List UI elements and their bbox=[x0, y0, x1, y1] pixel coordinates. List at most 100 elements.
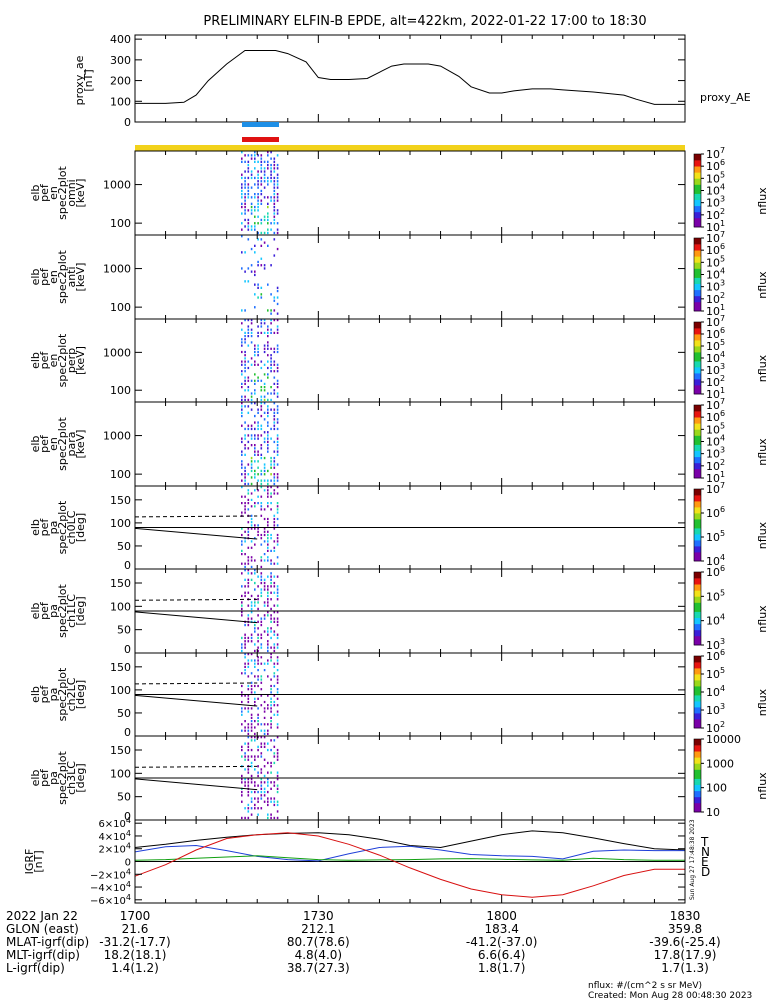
spec_omni-colorbar-segment bbox=[694, 214, 701, 219]
pa_ch0-colorbar-tick-label: 105 bbox=[706, 529, 725, 544]
pa_ch3-heat-cell bbox=[257, 797, 259, 800]
spec_perp-heat-cell bbox=[270, 354, 272, 357]
pa_ch1-heat-cell bbox=[254, 604, 256, 607]
pa_ch1-colorbar-segment bbox=[694, 590, 701, 594]
pa_ch0-heat-cell bbox=[241, 549, 243, 552]
spec_omni-heat-cell bbox=[273, 231, 276, 235]
spec_omni-colorbar-tick-label: 102 bbox=[706, 207, 725, 222]
pa_ch3-heat-cell bbox=[257, 745, 259, 748]
pa_ch3-heat-cell bbox=[273, 784, 276, 787]
pa_ch3-heat-cell bbox=[270, 778, 272, 781]
pa_ch0-heat-cell bbox=[257, 533, 259, 537]
spec_perp-colorbar-segment bbox=[694, 349, 701, 353]
spec_perp-heat-cell bbox=[244, 350, 246, 354]
spec_perp-heat-cell bbox=[263, 347, 266, 350]
pa_ch0-colorbar-segment bbox=[694, 558, 701, 562]
pa_ch3-heat-cell bbox=[273, 797, 276, 800]
spec_para-heat-cell bbox=[241, 473, 243, 476]
spec_para-heat-cell bbox=[267, 444, 269, 447]
pa_ch0-colorbar-segment bbox=[694, 531, 701, 535]
spec_perp-heat-cell bbox=[257, 354, 259, 357]
pa_ch1-heat-cell bbox=[273, 585, 276, 588]
spec_perp-heat-cell bbox=[247, 319, 250, 322]
spec_omni-heat-cell bbox=[273, 163, 276, 167]
pa_ch2-heat-cell bbox=[267, 704, 269, 707]
pa_ch1-heat-cell bbox=[247, 604, 250, 607]
spec_perp-heat-cell bbox=[241, 341, 243, 344]
pa_ch3-heat-cell bbox=[257, 761, 259, 765]
spec_para-colorbar-tick-label: 103 bbox=[706, 446, 725, 461]
igrf-ytick-label: −4×104 bbox=[90, 880, 131, 894]
spec_anti-colorbar-tick-label: 101 bbox=[706, 303, 725, 318]
pa_ch1-heat-cell bbox=[260, 633, 263, 636]
pa_ch1-heat-cell bbox=[267, 594, 269, 598]
spec_para-heat-cell bbox=[241, 411, 243, 414]
pa_ch2-colorbar-segment bbox=[694, 668, 701, 672]
spec_omni-colorbar-segment bbox=[694, 193, 701, 197]
spec_omni-heat-cell bbox=[270, 228, 272, 231]
spec_perp-heat-cell bbox=[244, 366, 246, 370]
pa_ch2-heat-cell bbox=[257, 656, 259, 659]
spec_omni-heat-cell bbox=[273, 189, 276, 193]
spec_para-colorbar-tick-label: 101 bbox=[706, 470, 725, 485]
spec_omni-heat-cell bbox=[247, 218, 250, 222]
spec_anti-heat-cell bbox=[241, 267, 243, 270]
pa_ch0-ytick-label: 150 bbox=[110, 494, 131, 507]
plot-title: PRELIMINARY ELFIN-B EPDE, alt=422km, 202… bbox=[203, 14, 646, 29]
pa_ch0-heat-cell bbox=[267, 533, 269, 537]
spec_anti-colorbar-segment bbox=[694, 298, 701, 303]
pa_ch0-heat-cell bbox=[250, 521, 253, 524]
spec_perp-heat-cell bbox=[241, 360, 243, 363]
pa_ch2-heat-cell bbox=[247, 723, 250, 726]
pa_ch2-heat-cell bbox=[263, 710, 266, 713]
pa_ch2-heat-cell bbox=[267, 665, 269, 668]
pa_ch1-heat-cell bbox=[273, 633, 276, 636]
pa_ch2-heat-cell bbox=[244, 662, 246, 665]
pa_ch2-heat-cell bbox=[257, 678, 259, 681]
pa_ch1-heat-cell bbox=[270, 598, 272, 601]
spec_omni-heat-cell bbox=[260, 183, 263, 186]
pa_ch3-colorbar-segment bbox=[694, 802, 701, 807]
pa_ch0-heat-cell bbox=[260, 524, 263, 527]
pa_ch1-heat-cell bbox=[241, 649, 243, 653]
spec_omni-heat-cell bbox=[267, 212, 269, 215]
pa_ch0-ylabel-line: [deg] bbox=[74, 513, 87, 542]
pa_ch2-heat-cell bbox=[254, 704, 256, 707]
pa_ch0-heat-cell bbox=[276, 505, 279, 508]
pa_ch2-heat-cell bbox=[250, 684, 253, 688]
spec_anti-colorbar-segment bbox=[694, 268, 701, 272]
pa_ch2-heat-cell bbox=[263, 662, 266, 665]
spec_para-heat-cell bbox=[273, 476, 276, 479]
pa_ch0-colorbar-segment bbox=[694, 504, 701, 508]
pa_ch0-heat-cell bbox=[276, 492, 279, 495]
spec_para-heat-cell bbox=[276, 479, 279, 482]
pa_ch0-heat-cell bbox=[260, 508, 263, 511]
spec_para-heat-cell bbox=[276, 421, 279, 424]
pa_ch2-heat-cell bbox=[250, 659, 253, 662]
pa_ch0-heat-cell bbox=[244, 540, 246, 543]
spec_perp-heat-cell bbox=[244, 363, 246, 366]
spec_omni-heat-cell bbox=[247, 189, 250, 193]
x-row-value: 18.2(18.1) bbox=[104, 948, 167, 962]
spec_perp-heat-cell bbox=[244, 395, 246, 398]
pa_ch2-heat-cell bbox=[263, 723, 266, 726]
pa_ch1-heat-cell bbox=[273, 630, 276, 633]
spec_anti-heat-cell bbox=[244, 251, 246, 254]
pa_ch3-heat-cell bbox=[260, 742, 263, 745]
spec_anti-colorbar-segment bbox=[694, 244, 701, 248]
pa_ch0-colorbar-segment bbox=[694, 525, 701, 529]
pa_ch2-heat-cell bbox=[260, 681, 263, 684]
pa_ch0-heat-cell bbox=[263, 517, 266, 521]
pa_ch3-heat-cell bbox=[263, 736, 266, 739]
spec_anti-colorbar-tick-label: 106 bbox=[706, 242, 725, 257]
pa_ch0-ylabel-line: elb bbox=[29, 519, 42, 536]
pa_ch1-colorbar-segment bbox=[694, 599, 701, 603]
pa_ch1-ytick-label: 50 bbox=[117, 624, 131, 637]
pa_ch3-heat-cell bbox=[241, 790, 243, 794]
pa_ch3-colorbar-segment bbox=[694, 757, 701, 761]
pa_ch2-heat-cell bbox=[250, 723, 253, 726]
spec_omni-heat-cell bbox=[276, 212, 279, 215]
spec_omni-heat-cell bbox=[260, 180, 263, 183]
pa_ch2-ylabel-line: pa bbox=[47, 688, 60, 702]
spec_omni-heat-cell bbox=[247, 222, 250, 225]
